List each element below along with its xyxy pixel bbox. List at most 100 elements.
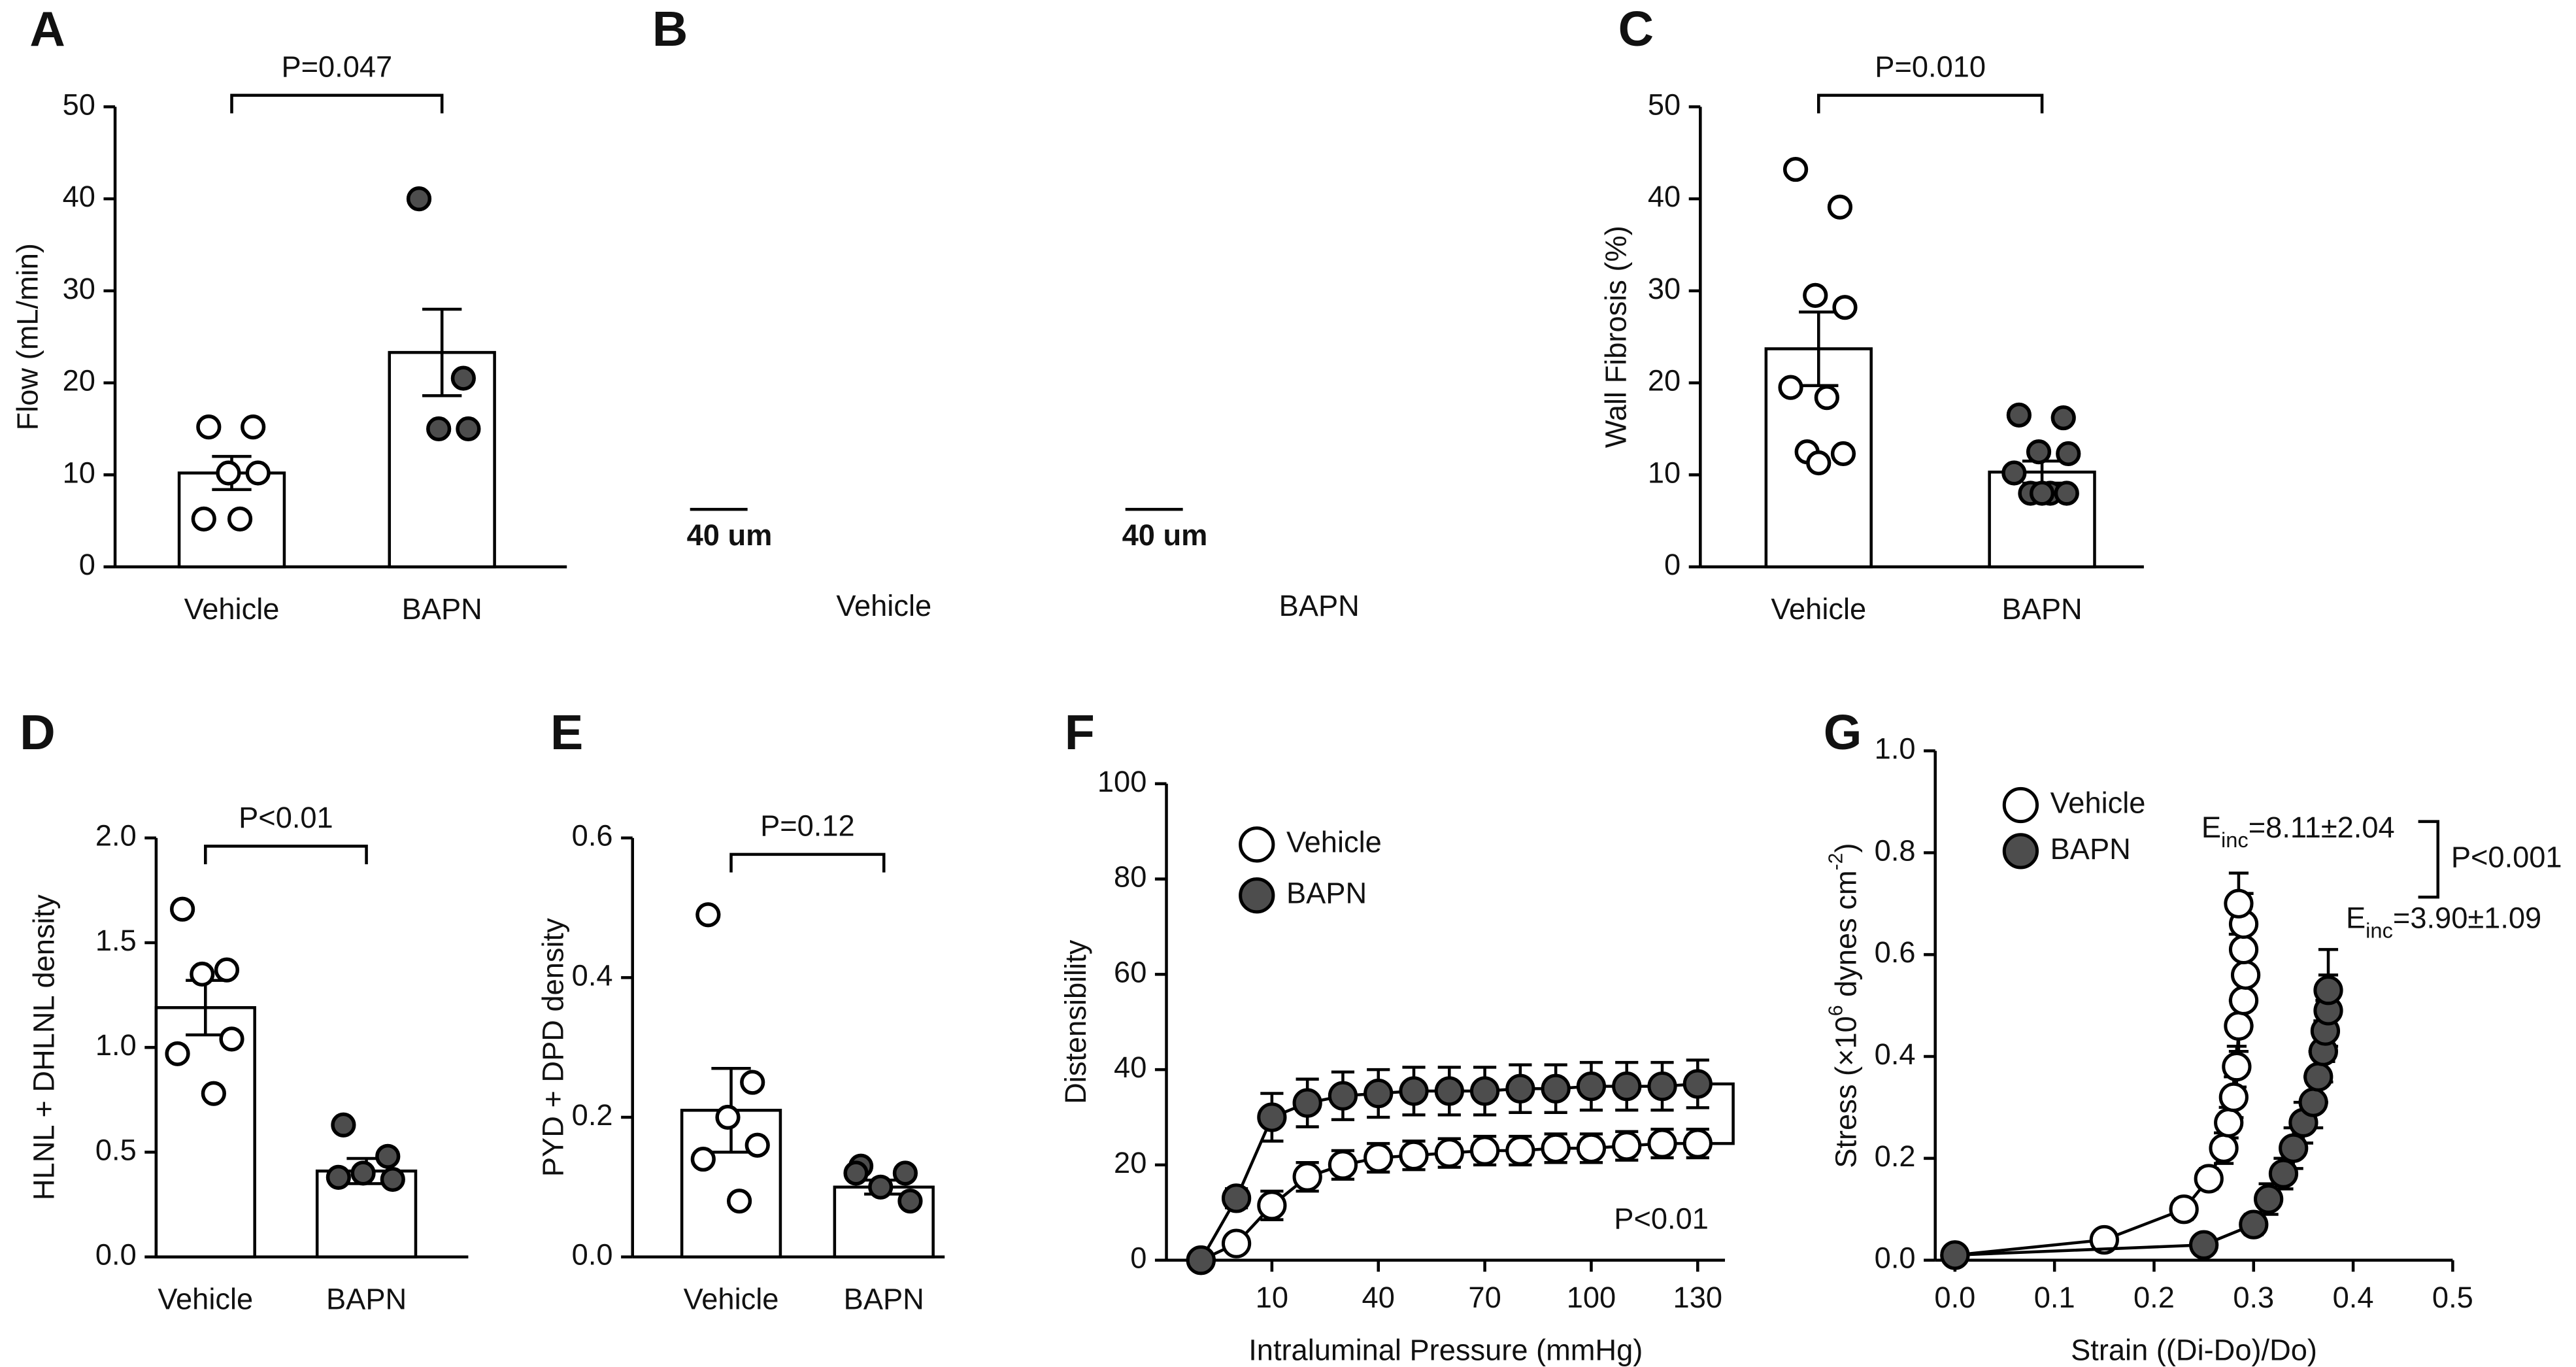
- data-point: [227, 506, 253, 532]
- data-point: [1434, 1138, 1464, 1168]
- y-tick-label: 50: [63, 88, 95, 121]
- data-point: [715, 1104, 741, 1130]
- y-axis-label: Flow (mL/min): [10, 243, 44, 430]
- data-point: [892, 1160, 918, 1186]
- data-point: [1647, 1071, 1677, 1102]
- y-tick-label: 1.0: [95, 1028, 137, 1062]
- data-point: [2050, 405, 2076, 431]
- tissue-dark: [674, 123, 1093, 555]
- data-point: [1576, 1133, 1607, 1163]
- panel-letter: B: [652, 1, 688, 56]
- scale-bar-label: 40 um: [687, 518, 773, 552]
- panel-letter: A: [29, 1, 65, 56]
- x-tick-label: 0.3: [2233, 1281, 2274, 1314]
- x-tick-label: BAPN: [2001, 592, 2082, 626]
- data-point: [2218, 1082, 2249, 1112]
- panel-letter: F: [1065, 705, 1095, 760]
- legend-marker: [2002, 786, 2039, 824]
- y-axis-label: HLNL + DHLNL density: [27, 894, 60, 1200]
- tissue-base: [674, 123, 1093, 555]
- data-point: [1434, 1076, 1464, 1106]
- y-tick-label: 60: [1114, 955, 1146, 988]
- lumen-edge: [1207, 115, 1536, 370]
- data-point: [1541, 1133, 1571, 1163]
- y-tick-label: 0.0: [572, 1238, 613, 1272]
- scale-bar-label: 40 um: [1122, 518, 1208, 552]
- x-tick-label: Vehicle: [1771, 592, 1866, 626]
- data-point: [201, 1081, 226, 1106]
- panel-letter: G: [1824, 705, 1862, 760]
- legend-label: BAPN: [2050, 832, 2131, 866]
- y-tick-label: 20: [1648, 364, 1681, 397]
- data-point: [1814, 384, 1839, 411]
- y-tick-label: 0.2: [1875, 1139, 1916, 1173]
- data-point: [1186, 1245, 1216, 1275]
- data-point: [868, 1174, 894, 1200]
- data-point: [2298, 1087, 2328, 1117]
- data-point: [2056, 441, 2081, 467]
- x-axis-label: Intraluminal Pressure (mmHg): [1248, 1333, 1643, 1366]
- panel-letter: D: [20, 705, 55, 760]
- y-axis-label: Distensibility: [1059, 939, 1092, 1104]
- y-tick-label: 2.0: [95, 819, 137, 852]
- y-tick-label: 50: [1648, 88, 1681, 121]
- y-tick-label: 0.4: [572, 958, 613, 992]
- y-tick-label: 40: [1114, 1051, 1146, 1084]
- x-tick-label: 0.0: [1934, 1281, 1975, 1314]
- y-tick-label: 0.4: [1875, 1038, 1916, 1071]
- data-point: [1363, 1143, 1394, 1173]
- data-point: [2313, 975, 2343, 1005]
- data-point: [1612, 1131, 1642, 1161]
- data-point: [1257, 1190, 1287, 1221]
- modulus-label-part: =8.11±2.04: [2249, 811, 2395, 844]
- y-axis-label-part: dynes cm: [1829, 870, 1862, 1005]
- data-point: [1399, 1076, 1429, 1106]
- x-axis-label: Strain ((Di-Do)/Do): [2071, 1333, 2317, 1366]
- data-point: [1827, 194, 1853, 220]
- significance-bracket: [1711, 1082, 1735, 1145]
- modulus-label-part: inc: [2366, 919, 2393, 943]
- y-tick-label: 0.8: [1875, 834, 1916, 867]
- y-axis-label: Wall Fibrosis (%): [1599, 226, 1633, 448]
- data-point: [2029, 481, 2055, 506]
- tissue-dark: [1109, 123, 1528, 555]
- data-point: [350, 1160, 376, 1186]
- data-point: [216, 460, 241, 486]
- x-tick-label: BAPN: [402, 592, 482, 626]
- p-value: P=0.010: [1875, 50, 1986, 84]
- x-tick-label: 100: [1567, 1281, 1616, 1314]
- p-value: P<0.01: [239, 801, 333, 834]
- data-point: [1363, 1078, 1394, 1109]
- data-point: [726, 1189, 752, 1214]
- data-point: [1778, 375, 1803, 400]
- data-point: [1292, 1088, 1322, 1118]
- tissue-base: [1109, 123, 1528, 555]
- modulus-label-part: inc: [2221, 828, 2249, 852]
- y-tick-label: 20: [1114, 1146, 1146, 1179]
- legend-label: BAPN: [1286, 877, 1367, 910]
- data-point: [331, 1112, 356, 1138]
- data-point: [1830, 441, 1856, 467]
- significance-bracket: [729, 852, 886, 873]
- y-tick-label: 0.2: [572, 1098, 613, 1132]
- y-tick-label: 10: [1648, 456, 1681, 489]
- data-point: [1832, 295, 1858, 320]
- data-point: [1682, 1069, 1713, 1099]
- data-point: [2189, 1230, 2219, 1260]
- data-point: [241, 414, 266, 440]
- data-point: [690, 1146, 716, 1172]
- data-point: [2006, 402, 2032, 428]
- data-point: [170, 896, 195, 922]
- y-tick-label: 0: [79, 548, 95, 581]
- modulus-label: Einc=3.90±1.09: [2346, 901, 2541, 942]
- y-tick-label: 40: [1648, 180, 1681, 213]
- y-axis-label: PYD + DPD density: [537, 918, 570, 1177]
- legend-label: Vehicle: [1286, 826, 1382, 859]
- y-tick-label: 1.0: [1875, 732, 1916, 765]
- modulus-label-part: E: [2346, 901, 2366, 934]
- elastic-layer: [886, 123, 1092, 533]
- x-tick-label: BAPN: [844, 1282, 924, 1315]
- data-point: [2214, 1107, 2244, 1138]
- tissue-light: [674, 123, 1093, 555]
- significance-bracket: [2418, 820, 2440, 899]
